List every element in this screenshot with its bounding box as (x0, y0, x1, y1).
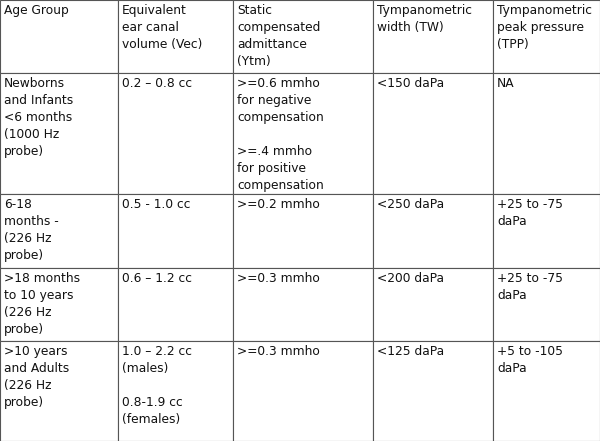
Bar (493, 73, 600, 194)
Bar (233, 0, 373, 73)
Bar (0, 341, 118, 441)
Text: +25 to -75
daPa: +25 to -75 daPa (497, 272, 563, 302)
Text: Equivalent
ear canal
volume (Vec): Equivalent ear canal volume (Vec) (122, 4, 202, 51)
Text: +5 to -105
daPa: +5 to -105 daPa (497, 345, 563, 375)
Bar (373, 194, 493, 268)
Text: NA: NA (497, 77, 515, 90)
Text: <200 daPa: <200 daPa (377, 272, 444, 284)
Bar (0, 268, 118, 341)
Bar (233, 194, 373, 268)
Bar (0, 0, 118, 73)
Bar (118, 194, 233, 268)
Bar (373, 0, 493, 73)
Text: 0.6 – 1.2 cc: 0.6 – 1.2 cc (122, 272, 192, 284)
Bar (493, 194, 600, 268)
Bar (233, 73, 373, 194)
Bar (373, 341, 493, 441)
Text: >=0.3 mmho: >=0.3 mmho (237, 272, 320, 284)
Bar (0, 194, 118, 268)
Bar (493, 268, 600, 341)
Text: Tympanometric
peak pressure
(TPP): Tympanometric peak pressure (TPP) (497, 4, 592, 51)
Text: Age Group: Age Group (4, 4, 69, 17)
Text: Tympanometric
width (TW): Tympanometric width (TW) (377, 4, 472, 34)
Bar (493, 341, 600, 441)
Text: >18 months
to 10 years
(226 Hz
probe): >18 months to 10 years (226 Hz probe) (4, 272, 80, 336)
Text: 0.2 – 0.8 cc: 0.2 – 0.8 cc (122, 77, 192, 90)
Text: <150 daPa: <150 daPa (377, 77, 444, 90)
Text: Static
compensated
admittance
(Ytm): Static compensated admittance (Ytm) (237, 4, 320, 68)
Bar (233, 341, 373, 441)
Text: >=0.2 mmho: >=0.2 mmho (237, 198, 320, 211)
Bar (118, 73, 233, 194)
Text: 1.0 – 2.2 cc
(males)

0.8-1.9 cc
(females): 1.0 – 2.2 cc (males) 0.8-1.9 cc (females… (122, 345, 192, 426)
Text: <250 daPa: <250 daPa (377, 198, 444, 211)
Text: >=0.3 mmho: >=0.3 mmho (237, 345, 320, 358)
Text: 6-18
months -
(226 Hz
probe): 6-18 months - (226 Hz probe) (4, 198, 59, 262)
Text: +25 to -75
daPa: +25 to -75 daPa (497, 198, 563, 228)
Bar (118, 0, 233, 73)
Text: <125 daPa: <125 daPa (377, 345, 444, 358)
Bar (233, 268, 373, 341)
Bar (118, 268, 233, 341)
Bar (0, 73, 118, 194)
Bar (373, 268, 493, 341)
Text: Newborns
and Infants
<6 months
(1000 Hz
probe): Newborns and Infants <6 months (1000 Hz … (4, 77, 73, 158)
Bar (493, 0, 600, 73)
Text: 0.5 - 1.0 cc: 0.5 - 1.0 cc (122, 198, 191, 211)
Bar (118, 341, 233, 441)
Bar (373, 73, 493, 194)
Text: >=0.6 mmho
for negative
compensation

>=.4 mmho
for positive
compensation: >=0.6 mmho for negative compensation >=.… (237, 77, 324, 192)
Text: >10 years
and Adults
(226 Hz
probe): >10 years and Adults (226 Hz probe) (4, 345, 69, 409)
